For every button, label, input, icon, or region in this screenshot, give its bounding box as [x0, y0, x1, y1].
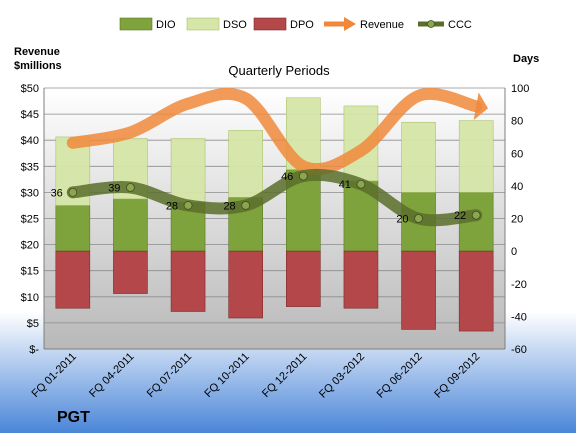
- bar-dpo-5: [343, 250, 379, 309]
- right-tick-label-4: 20: [511, 214, 523, 226]
- right-axis-title: Days: [513, 53, 539, 65]
- ccc-point-7: [471, 210, 481, 220]
- ccc-point-3: [241, 201, 251, 210]
- right-tick-label-8: 100: [511, 83, 529, 95]
- ccc-point-2: [183, 201, 193, 210]
- left-tick-label-9: $45: [21, 109, 39, 121]
- bars: [55, 97, 494, 332]
- bar-dso-3: [228, 130, 263, 198]
- left-tick-label-7: $35: [21, 161, 39, 173]
- series-lines: [66, 88, 488, 227]
- left-axis-title-line2: $millions: [14, 60, 62, 72]
- ccc-data-label-6: 20: [396, 214, 408, 226]
- legend-label-dio: DIO: [156, 19, 176, 31]
- data-labels: 36 39 28 28 46 41 20 22: [51, 171, 467, 225]
- ccc-point-0: [68, 187, 78, 197]
- left-tick-label-8: $40: [21, 135, 39, 147]
- left-tick-label-5: $25: [21, 214, 39, 226]
- right-tick-label-7: 80: [511, 116, 523, 128]
- company-name: PGT: [57, 409, 90, 426]
- right-tick-label-1: -40: [511, 311, 527, 323]
- bar-dpo-6: [401, 250, 436, 330]
- bar-dpo-3: [228, 250, 263, 319]
- left-tick-label-4: $20: [21, 240, 39, 252]
- bar-dso-7: [458, 120, 494, 193]
- left-tick-label-6: $30: [21, 187, 39, 199]
- bar-dpo-7: [458, 250, 494, 332]
- bar-dpo-1: [113, 250, 148, 294]
- right-tick-label-5: 40: [511, 181, 523, 193]
- left-tick-label-0: $-: [29, 344, 39, 356]
- left-axis-title-line1: Revenue: [14, 46, 60, 58]
- right-tick-label-3: 0: [511, 246, 517, 258]
- bar-dso-6: [401, 121, 436, 193]
- left-tick-label-1: $5: [27, 318, 39, 330]
- legend-label-revenue: Revenue: [360, 19, 404, 31]
- bar-dio-1: [113, 198, 148, 252]
- bar-dpo-0: [55, 250, 91, 309]
- right-tick-label-2: -20: [511, 279, 527, 291]
- bar-dio-0: [55, 205, 91, 252]
- bar-dso-2: [170, 138, 206, 203]
- left-tick-label-10: $50: [21, 83, 39, 95]
- ccc-data-label-1: 39: [108, 183, 120, 195]
- legend-swatch-dio: [119, 17, 153, 31]
- right-tick-label-6: 60: [511, 148, 523, 160]
- revenue-arrowhead: [473, 92, 488, 121]
- ccc-point-6: [414, 214, 423, 223]
- legend-label-ccc: CCC: [448, 19, 472, 31]
- ccc-data-label-0: 36: [51, 187, 63, 199]
- ccc-data-label-2: 28: [166, 200, 178, 212]
- ccc-point-1: [126, 183, 135, 192]
- legend-label-dpo: DPO: [290, 19, 314, 31]
- legend-swatch-revenue-arrow: [344, 17, 356, 31]
- legend: DIO DSO DPO Revenue CCC: [119, 17, 472, 31]
- ccc-point-4: [298, 171, 308, 181]
- bar-dpo-4: [286, 250, 321, 307]
- ccc-point-5: [356, 179, 366, 189]
- ccc-data-label-3: 28: [223, 200, 235, 212]
- ccc-data-label-4: 46: [281, 171, 293, 183]
- legend-label-dso: DSO: [223, 19, 247, 31]
- left-tick-label-2: $10: [21, 292, 39, 304]
- ccc-data-label-5: 41: [339, 179, 351, 191]
- bar-dpo-2: [170, 250, 206, 312]
- legend-swatch-ccc-dot: [427, 20, 435, 28]
- right-tick-label-0: -60: [511, 344, 527, 356]
- ccc-line: [66, 168, 483, 227]
- legend-swatch-dpo: [253, 17, 287, 31]
- chart-title: Quarterly Periods: [228, 63, 330, 78]
- revenue-line: [66, 88, 483, 176]
- left-tick-label-3: $15: [21, 266, 39, 278]
- legend-swatch-dso: [186, 17, 220, 31]
- ccc-data-label-7: 22: [454, 210, 466, 222]
